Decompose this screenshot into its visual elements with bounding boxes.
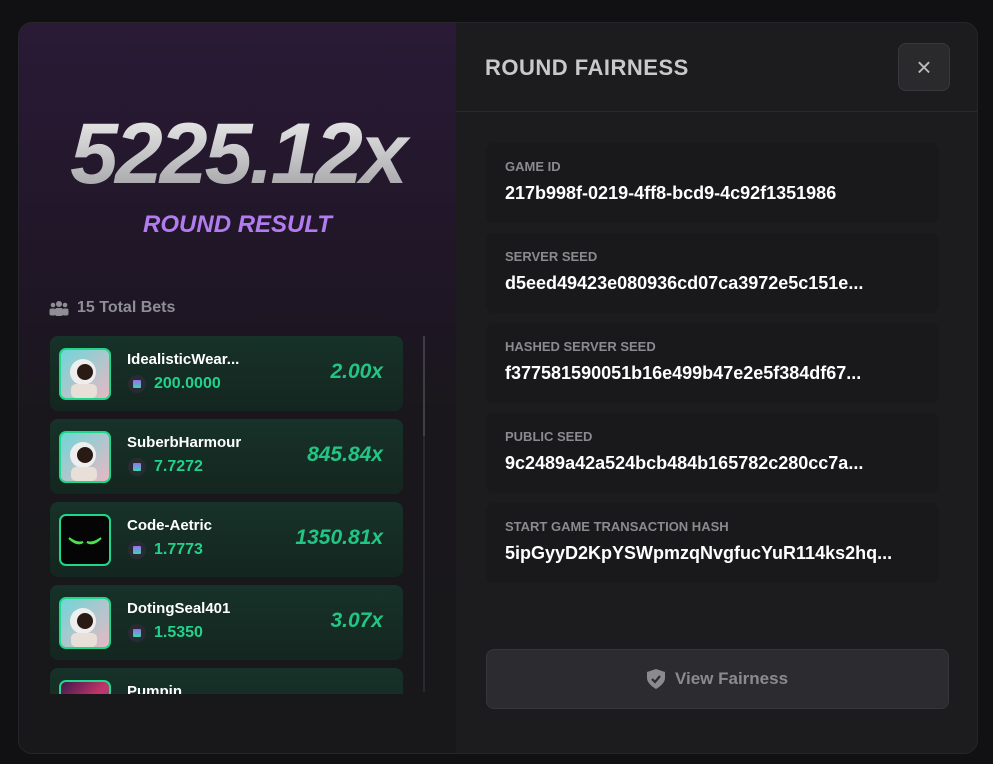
bet-amount-value: 200.0000 [154,375,221,392]
bet-multiplier: 2.00x [330,360,383,383]
field-label: START GAME TRANSACTION HASH [505,519,729,534]
solana-coin-icon [128,458,146,476]
bet-amount-value: 1.5350 [154,624,203,641]
bets-list: IdealisticWear... 200.0000 2.00x SuberbH… [50,336,403,694]
field-label: SERVER SEED [505,249,598,264]
shield-check-icon [646,669,665,689]
bet-row[interactable]: SuberbHarmour 7.7272 845.84x [50,419,403,494]
user-avatar [59,680,111,694]
field-value[interactable]: 217b998f-0219-4ff8-bcd9-4c92f1351986 [505,183,837,203]
field-value[interactable]: 5ipGyyD2KpYSWpmzqNvgfucYuR114ks2hq... [505,543,893,563]
divider [456,111,977,112]
fairness-field: SERVER SEED d5eed49423e080936cd07ca3972e5… [486,233,939,313]
fairness-field: PUBLIC SEED 9c2489a42a524bcb484b165782c28… [486,413,939,493]
field-label: PUBLIC SEED [505,429,593,444]
solana-coin-icon [128,541,146,559]
bet-row[interactable]: Pumpin [50,668,403,694]
field-value[interactable]: 9c2489a42a524bcb484b165782c280cc7a... [505,453,864,473]
fairness-field: HASHED SERVER SEED f377581590051b16e499b4… [486,323,939,403]
fairness-title: ROUND FAIRNESS [485,55,689,80]
bet-username: SuberbHarmour [127,434,242,451]
bet-row[interactable]: DotingSeal401 1.5350 3.07x [50,585,403,660]
bet-amount-value: 7.7272 [154,458,203,475]
total-bets-label: 15 Total Bets [77,299,176,316]
user-avatar [59,597,111,649]
field-value[interactable]: f377581590051b16e499b47e2e5f384df67... [505,363,862,383]
bet-amount: 7.7272 [128,458,203,476]
bet-amount-value: 1.7773 [154,541,203,558]
user-avatar [59,514,111,566]
result-multiplier: 5225.12x [19,105,456,204]
bet-amount: 1.5350 [128,624,203,642]
bets-scrollbar[interactable] [423,336,425,692]
close-icon: × [916,52,932,82]
fairness-field: START GAME TRANSACTION HASH 5ipGyyD2KpYSW… [486,503,939,583]
bet-row[interactable]: IdealisticWear... 200.0000 2.00x [50,336,403,411]
bet-amount: 1.7773 [128,541,203,559]
close-button[interactable]: × [898,43,950,91]
bet-multiplier: 845.84x [307,443,383,466]
bet-multiplier: 3.07x [330,609,383,632]
bet-username: DotingSeal401 [127,600,231,617]
field-label: HASHED SERVER SEED [505,339,656,354]
field-value[interactable]: d5eed49423e080936cd07ca3972e5c151e... [505,273,864,293]
bet-username: Code-Aetric [127,517,213,534]
users-icon [49,301,69,316]
round-modal: 5225.12x ROUND RESULT 15 Total Bets Idea… [18,22,978,754]
user-avatar [59,431,111,483]
solana-coin-icon [128,624,146,642]
solana-coin-icon [128,375,146,393]
bet-row[interactable]: Code-Aetric 1.7773 1350.81x [50,502,403,577]
result-label: ROUND RESULT [143,211,332,238]
field-label: GAME ID [505,159,561,174]
bet-amount: 200.0000 [128,375,221,393]
bet-username: IdealisticWear... [127,351,240,368]
fairness-field: GAME ID 217b998f-0219-4ff8-bcd9-4c92f1351… [486,143,939,223]
bet-username: Pumpin [127,683,182,694]
view-fairness-button[interactable]: View Fairness [486,649,949,709]
view-fairness-label: View Fairness [674,669,789,688]
bet-multiplier: 1350.81x [295,526,383,549]
total-bets: 15 Total Bets [49,299,175,317]
round-result-panel: 5225.12x ROUND RESULT 15 Total Bets Idea… [19,23,456,753]
user-avatar [59,348,111,400]
